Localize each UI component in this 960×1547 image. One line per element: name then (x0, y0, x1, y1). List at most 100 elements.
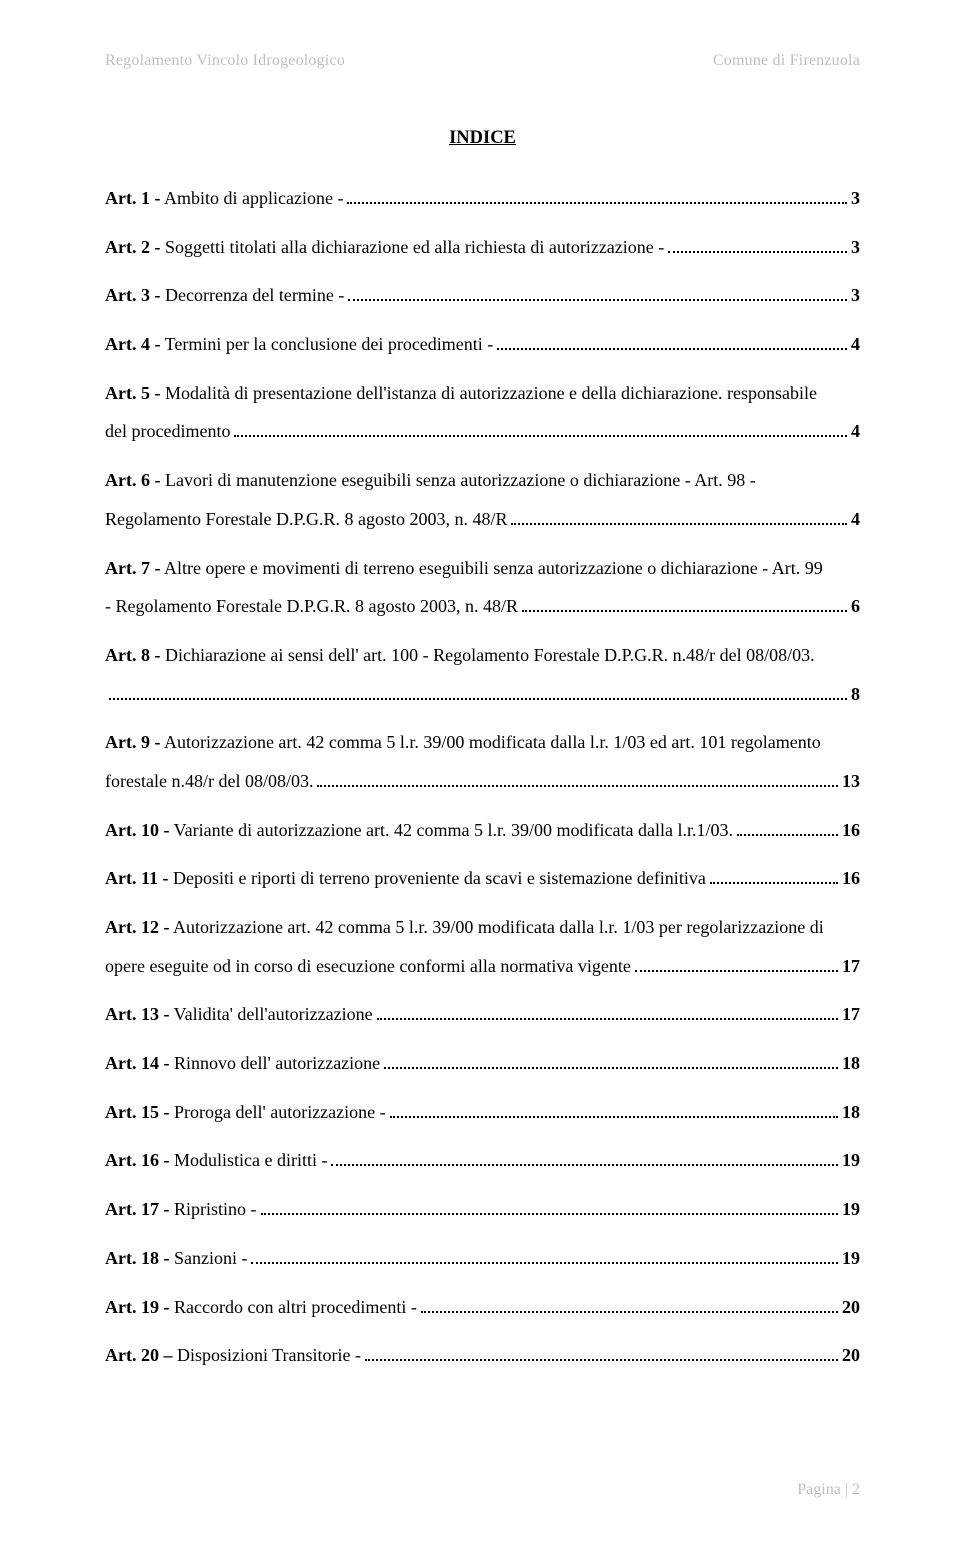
toc-entry-bold: Art. 4 - (105, 334, 160, 354)
toc-entry: Art. 7 - Altre opere e movimenti di terr… (105, 549, 860, 626)
toc-entry: Art. 14 - Rinnovo dell' autorizzazione 18 (105, 1044, 860, 1083)
toc-entry-text: Dichiarazione ai sensi dell' art. 100 - … (160, 645, 814, 665)
toc-page-number: 8 (851, 675, 860, 714)
toc-entry-rest: Soggetti titolati alla dichiarazione ed … (160, 237, 664, 257)
toc-entry-line1: Art. 8 - Dichiarazione ai sensi dell' ar… (105, 636, 860, 675)
toc-page-number: 16 (842, 811, 860, 850)
toc-entry-bold: Art. 14 - (105, 1053, 169, 1073)
toc-leader-dots (710, 870, 838, 884)
toc-entry: Art. 10 - Variante di autorizzazione art… (105, 811, 860, 850)
toc-entry-rest: Disposizioni Transitorie - (172, 1345, 361, 1365)
header-left: Regolamento Vincolo Idrogeologico (105, 52, 345, 70)
toc-leader-dots (635, 957, 838, 971)
toc-leader-dots (737, 821, 838, 835)
toc-entry-bold: Art. 10 - (105, 820, 169, 840)
toc-entry-text: Art. 3 - Decorrenza del termine - (105, 276, 344, 315)
toc-entry-text: Autorizzazione art. 42 comma 5 l.r. 39/0… (169, 917, 823, 937)
toc-entry: Art. 3 - Decorrenza del termine -3 (105, 276, 860, 315)
toc-entry-rest: Depositi e riporti di terreno provenient… (168, 868, 705, 888)
toc-entry-bold: Art. 5 - (105, 383, 160, 403)
toc-leader-dots (348, 287, 847, 301)
toc-entry-bold: Art. 20 – (105, 1345, 172, 1365)
toc-entry-text: Art. 17 - Ripristino - (105, 1190, 257, 1229)
toc-title: INDICE (105, 128, 860, 149)
toc-entry-text: Art. 2 - Soggetti titolati alla dichiara… (105, 228, 664, 267)
toc-entry: Art. 8 - Dichiarazione ai sensi dell' ar… (105, 636, 860, 713)
toc-entry-text: Art. 16 - Modulistica e diritti - (105, 1141, 327, 1180)
toc-entry-bold: Art. 13 - (105, 1004, 169, 1024)
toc-entry-bold: Art. 6 - (105, 470, 160, 490)
toc-page-number: 13 (842, 762, 860, 801)
toc-entry-text: Lavori di manutenzione eseguibili senza … (160, 470, 755, 490)
toc-entry-text: Art. 10 - Variante di autorizzazione art… (105, 811, 733, 850)
toc-entry-bold: Art. 7 - (105, 558, 160, 578)
toc-entry-bold: Art. 3 - (105, 285, 160, 305)
toc-leader-dots (365, 1347, 838, 1361)
toc-entry-rest: Validita' dell'autorizzazione (169, 1004, 372, 1024)
toc-entry-bold: Art. 15 - (105, 1102, 169, 1122)
toc-leader-dots (331, 1152, 838, 1166)
toc-entry-bold: Art. 19 - (105, 1297, 169, 1317)
toc-entry-rest: Decorrenza del termine - (160, 285, 344, 305)
toc-entry-text2: opere eseguite od in corso di esecuzione… (105, 947, 631, 986)
toc-entry: Art. 17 - Ripristino -19 (105, 1190, 860, 1229)
toc-leader-dots (251, 1249, 838, 1263)
toc-entry-text2: forestale n.48/r del 08/08/03. (105, 762, 313, 801)
header-right: Comune di Firenzuola (713, 52, 860, 70)
toc-entry-text: Art. 20 – Disposizioni Transitorie - (105, 1336, 361, 1375)
toc-entry-line1: Art. 9 - Autorizzazione art. 42 comma 5 … (105, 723, 860, 762)
toc-entry-rest: Sanzioni - (169, 1248, 247, 1268)
toc-entry-rest: Ripristino - (169, 1199, 256, 1219)
toc-page-number: 20 (842, 1288, 860, 1327)
toc-entry: Art. 1 - Ambito di applicazione - 3 (105, 179, 860, 218)
toc-entry-rest: Rinnovo dell' autorizzazione (169, 1053, 380, 1073)
toc-leader-dots (317, 773, 838, 787)
toc-leader-dots (511, 510, 847, 524)
toc-entry-text: Art. 15 - Proroga dell' autorizzazione - (105, 1093, 386, 1132)
toc-leader-dots (384, 1055, 838, 1069)
toc-leader-dots (421, 1298, 838, 1312)
toc-page-number: 18 (842, 1044, 860, 1083)
page-header: Regolamento Vincolo Idrogeologico Comune… (105, 52, 860, 70)
toc-entry-bold: Art. 18 - (105, 1248, 169, 1268)
toc-entry-text: Art. 11 - Depositi e riporti di terreno … (105, 859, 706, 898)
toc-entry-text: Art. 13 - Validita' dell'autorizzazione (105, 995, 373, 1034)
toc-entry: Art. 4 - Termini per la conclusione dei … (105, 325, 860, 364)
toc-leader-dots (109, 685, 847, 699)
toc-entry-rest: Termini per la conclusione dei procedime… (160, 334, 493, 354)
toc-leader-dots (261, 1201, 839, 1215)
toc-leader-dots (390, 1103, 838, 1117)
page-footer: Pagina | 2 (797, 1481, 860, 1499)
toc-entry-rest: Proroga dell' autorizzazione - (169, 1102, 385, 1122)
toc-leader-dots (668, 238, 847, 252)
toc-entry-bold: Art. 16 - (105, 1150, 169, 1170)
toc-entry: Art. 9 - Autorizzazione art. 42 comma 5 … (105, 723, 860, 800)
toc-page-number: 4 (851, 325, 860, 364)
toc-page-number: 3 (851, 179, 860, 218)
toc-entry: Art. 11 - Depositi e riporti di terreno … (105, 859, 860, 898)
toc-entry-text: Art. 19 - Raccordo con altri procediment… (105, 1288, 417, 1327)
toc-entry-text2: - Regolamento Forestale D.P.G.R. 8 agost… (105, 587, 518, 626)
toc-page-number: 18 (842, 1093, 860, 1132)
toc-entry: Art. 13 - Validita' dell'autorizzazione 1… (105, 995, 860, 1034)
toc-entry-rest: Ambito di applicazione - (160, 188, 343, 208)
toc-entry-text: Art. 18 - Sanzioni - (105, 1239, 247, 1278)
toc-entry: Art. 15 - Proroga dell' autorizzazione -… (105, 1093, 860, 1132)
toc-page-number: 17 (842, 995, 860, 1034)
table-of-contents: Art. 1 - Ambito di applicazione - 3 Art. 2… (105, 179, 860, 1375)
toc-entry-bold: Art. 8 - (105, 645, 160, 665)
toc-entry-line1: Art. 6 - Lavori di manutenzione eseguibi… (105, 461, 860, 500)
toc-entry-text2: Regolamento Forestale D.P.G.R. 8 agosto … (105, 500, 507, 539)
toc-leader-dots (234, 423, 847, 437)
toc-entry-bold: Art. 17 - (105, 1199, 169, 1219)
toc-entry-text: Altre opere e movimenti di terreno esegu… (160, 558, 822, 578)
toc-entry-bold: Art. 9 - (105, 732, 160, 752)
toc-page-number: 6 (851, 587, 860, 626)
toc-leader-dots (497, 336, 847, 350)
toc-page-number: 19 (842, 1239, 860, 1278)
toc-entry-text: Art. 4 - Termini per la conclusione dei … (105, 325, 493, 364)
toc-page-number: 17 (842, 947, 860, 986)
toc-entry-text: Art. 1 - Ambito di applicazione - (105, 179, 343, 218)
toc-leader-dots (377, 1006, 838, 1020)
toc-entry: Art. 16 - Modulistica e diritti -19 (105, 1141, 860, 1180)
